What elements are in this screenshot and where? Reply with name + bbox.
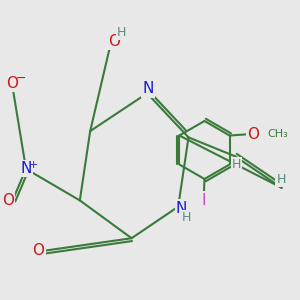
Text: I: I: [201, 193, 206, 208]
Text: O: O: [2, 194, 14, 208]
Text: O: O: [108, 34, 120, 49]
Text: −: −: [15, 72, 26, 85]
Text: N: N: [142, 81, 153, 96]
Text: N: N: [20, 161, 32, 176]
Text: H: H: [182, 211, 191, 224]
Text: O: O: [247, 127, 259, 142]
Text: H: H: [232, 158, 241, 172]
Text: CH₃: CH₃: [267, 129, 288, 139]
Text: H: H: [276, 172, 286, 186]
Text: O: O: [7, 76, 19, 91]
Text: N: N: [176, 201, 187, 216]
Text: +: +: [28, 160, 38, 170]
Text: H: H: [117, 26, 127, 39]
Text: O: O: [32, 243, 44, 258]
